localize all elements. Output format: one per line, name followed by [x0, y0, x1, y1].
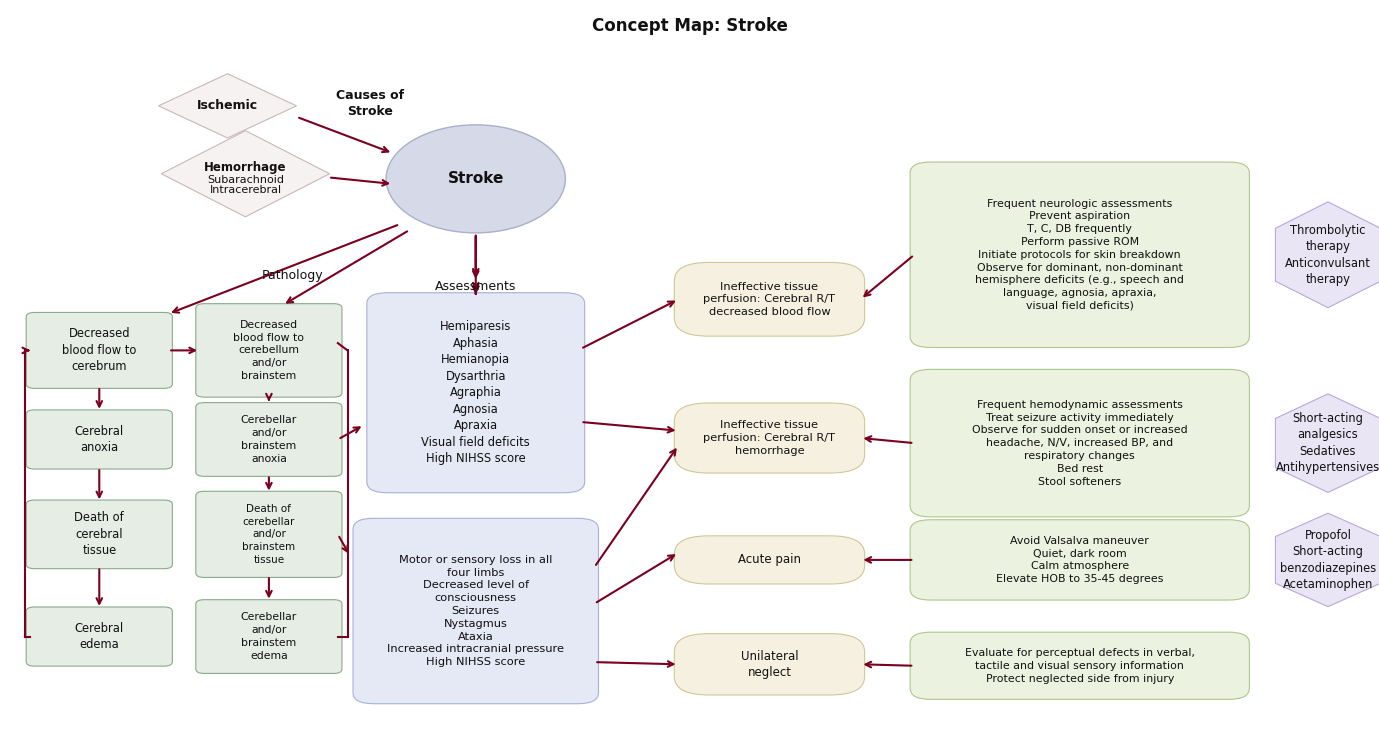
Text: Decreased
blood flow to
cerebellum
and/or
brainstem: Decreased blood flow to cerebellum and/o…	[233, 320, 305, 381]
FancyBboxPatch shape	[910, 162, 1249, 347]
Text: Cerebral
anoxia: Cerebral anoxia	[74, 425, 124, 454]
Text: Death of
cerebral
tissue: Death of cerebral tissue	[74, 511, 124, 558]
Text: Hemiparesis
Aphasia
Hemianopia
Dysarthria
Agraphia
Agnosia
Apraxia
Visual field : Hemiparesis Aphasia Hemianopia Dysarthri…	[422, 320, 530, 465]
FancyBboxPatch shape	[196, 402, 342, 476]
Text: Concept Map: Stroke: Concept Map: Stroke	[592, 17, 787, 34]
Text: Cerebral
edema: Cerebral edema	[74, 622, 124, 651]
Text: Assessments: Assessments	[434, 280, 517, 293]
Polygon shape	[159, 74, 296, 138]
Polygon shape	[1276, 202, 1379, 308]
FancyBboxPatch shape	[910, 520, 1249, 600]
Text: Pathology: Pathology	[262, 269, 323, 282]
FancyBboxPatch shape	[26, 500, 172, 569]
Text: Evaluate for perceptual defects in verbal,
tactile and visual sensory informatio: Evaluate for perceptual defects in verba…	[965, 648, 1194, 683]
FancyBboxPatch shape	[26, 607, 172, 666]
FancyBboxPatch shape	[910, 369, 1249, 517]
FancyBboxPatch shape	[674, 634, 865, 695]
FancyBboxPatch shape	[196, 491, 342, 577]
Ellipse shape	[386, 125, 565, 233]
FancyBboxPatch shape	[26, 410, 172, 469]
Text: Decreased
blood flow to
cerebrum: Decreased blood flow to cerebrum	[62, 327, 137, 374]
Text: Stroke: Stroke	[448, 172, 503, 186]
FancyBboxPatch shape	[196, 600, 342, 673]
Text: Intracerebral: Intracerebral	[210, 185, 281, 195]
FancyBboxPatch shape	[674, 403, 865, 473]
FancyBboxPatch shape	[674, 536, 865, 584]
FancyBboxPatch shape	[367, 293, 585, 493]
Text: Cerebellar
and/or
brainstem
edema: Cerebellar and/or brainstem edema	[241, 612, 296, 661]
Text: Ineffective tissue
perfusion: Cerebral R/T
decreased blood flow: Ineffective tissue perfusion: Cerebral R…	[703, 282, 836, 317]
FancyBboxPatch shape	[196, 304, 342, 397]
Polygon shape	[1276, 394, 1379, 492]
Text: Acute pain: Acute pain	[738, 553, 801, 566]
Text: Frequent neurologic assessments
Prevent aspiration
T, C, DB frequently
Perform p: Frequent neurologic assessments Prevent …	[975, 199, 1185, 311]
Text: Subarachnoid: Subarachnoid	[207, 174, 284, 185]
FancyBboxPatch shape	[26, 312, 172, 388]
Text: Ineffective tissue
perfusion: Cerebral R/T
hemorrhage: Ineffective tissue perfusion: Cerebral R…	[703, 420, 836, 456]
Polygon shape	[1276, 513, 1379, 607]
Text: Causes of
Stroke: Causes of Stroke	[335, 89, 404, 118]
Text: Thrombolytic
therapy
Anticonvulsant
therapy: Thrombolytic therapy Anticonvulsant ther…	[1285, 223, 1371, 286]
FancyBboxPatch shape	[910, 632, 1249, 699]
Text: Death of
cerebellar
and/or
brainstem
tissue: Death of cerebellar and/or brainstem tis…	[243, 504, 295, 565]
Text: Frequent hemodynamic assessments
Treat seizure activity immediately
Observe for : Frequent hemodynamic assessments Treat s…	[972, 400, 1187, 486]
Text: Hemorrhage: Hemorrhage	[204, 161, 287, 174]
FancyBboxPatch shape	[674, 263, 865, 336]
Text: Short-acting
analgesics
Sedatives
Antihypertensives: Short-acting analgesics Sedatives Antihy…	[1276, 412, 1379, 474]
Text: Unilateral
neglect: Unilateral neglect	[741, 650, 798, 679]
Text: Ischemic: Ischemic	[197, 99, 258, 112]
Text: Cerebellar
and/or
brainstem
anoxia: Cerebellar and/or brainstem anoxia	[241, 415, 296, 464]
Polygon shape	[161, 131, 330, 217]
Text: Avoid Valsalva maneuver
Quiet, dark room
Calm atmosphere
Elevate HOB to 35-45 de: Avoid Valsalva maneuver Quiet, dark room…	[996, 536, 1164, 584]
Text: Motor or sensory loss in all
four limbs
Decreased level of
consciousness
Seizure: Motor or sensory loss in all four limbs …	[387, 555, 564, 667]
Text: Propofol
Short-acting
benzodiazepines
Acetaminophen: Propofol Short-acting benzodiazepines Ac…	[1280, 529, 1376, 591]
FancyBboxPatch shape	[353, 518, 598, 704]
